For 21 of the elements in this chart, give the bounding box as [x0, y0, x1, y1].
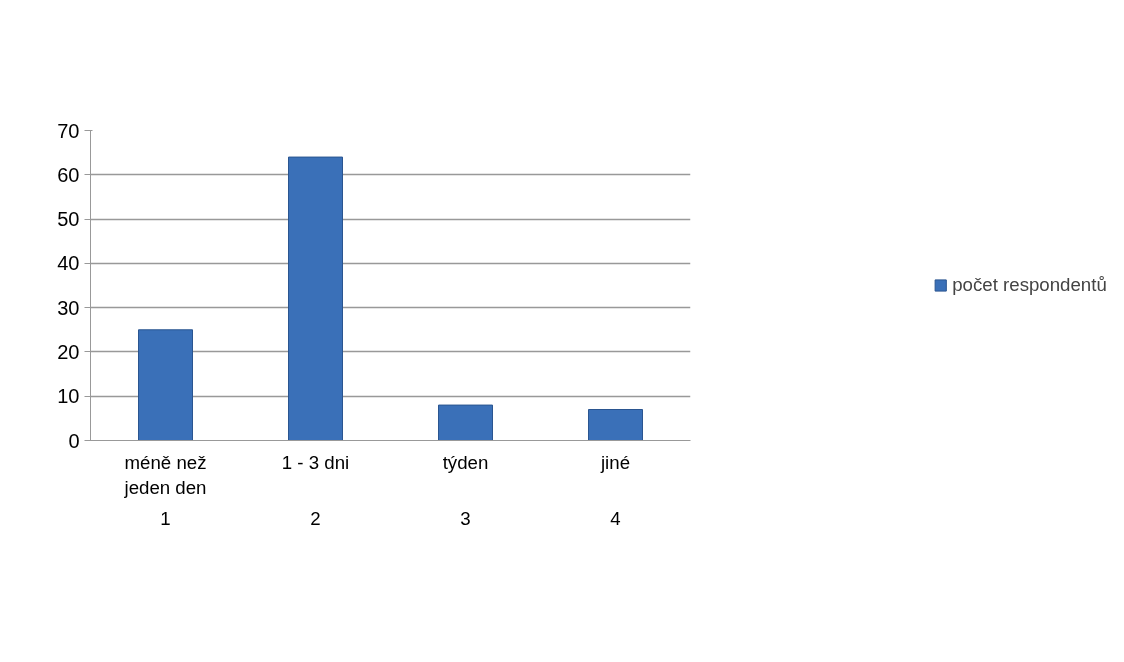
bar	[588, 409, 643, 441]
y-tick-label: 30	[57, 296, 80, 319]
x-tick-label: jiné	[599, 451, 631, 473]
x-tick-label: méně než jeden den	[123, 451, 207, 498]
y-tick-label: 70	[57, 119, 80, 142]
bar	[438, 404, 493, 441]
y-tick-label: 10	[57, 385, 80, 408]
bar	[288, 156, 343, 441]
y-tick-label: 40	[57, 252, 80, 275]
text: 2	[310, 507, 321, 529]
legend-label: počet respondentů	[952, 274, 1107, 296]
x-tick-label: týden	[442, 451, 489, 473]
y-tick-label: 0	[68, 429, 80, 452]
y-tick-label: 50	[57, 208, 80, 231]
y-tick-label: 60	[57, 163, 80, 186]
bar	[138, 329, 193, 441]
text: 3	[460, 507, 471, 529]
x-tick-label: 1 - 3 dni	[281, 451, 350, 473]
text: 4	[610, 507, 621, 529]
text: 1	[160, 507, 171, 529]
y-tick-label: 20	[57, 340, 80, 363]
